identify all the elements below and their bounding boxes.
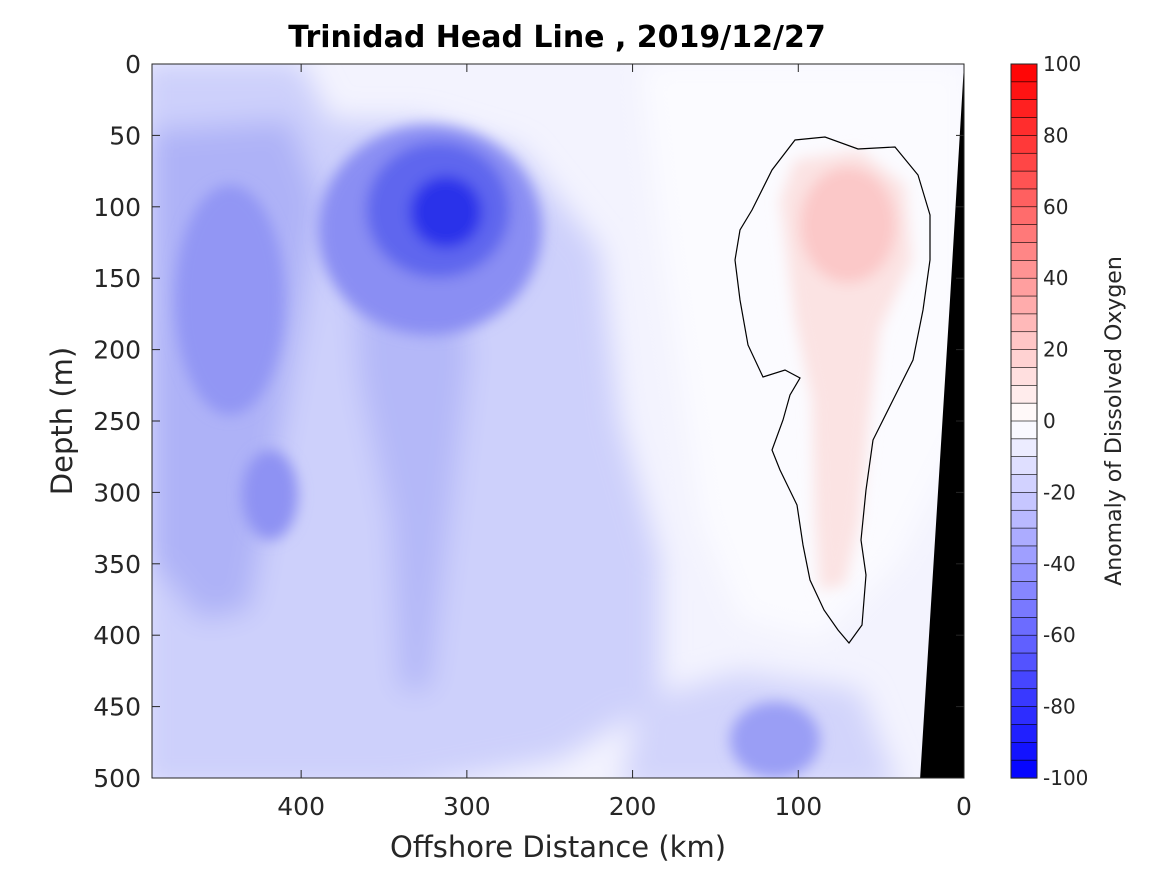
colorbar-tick-label: -20 — [1043, 480, 1076, 504]
colorbar-tick-label: 20 — [1043, 338, 1068, 362]
y-tick-label: 500 — [93, 764, 141, 793]
colorbar-level — [1010, 367, 1038, 386]
colorbar-level — [1010, 242, 1038, 261]
mid-low-region-2 — [350, 230, 470, 690]
colorbar-tick-label: -40 — [1043, 552, 1076, 576]
x-tick-label: 0 — [956, 792, 972, 821]
x-tick-label: 400 — [277, 792, 325, 821]
colorbar-tick-label: -60 — [1043, 623, 1076, 647]
colorbar-level — [1010, 277, 1038, 297]
colorbar-level — [1010, 295, 1038, 315]
colorbar-ticks: 100 80 60 40 20 0 -20 -40 -60 -80 -100 — [1043, 52, 1088, 790]
colorbar-label: Anomaly of Dissolved Oxygen — [1102, 256, 1127, 586]
colorbar-tick-label: -80 — [1043, 695, 1076, 719]
colorbar-level — [1010, 313, 1038, 333]
colorbar-level — [1010, 260, 1038, 279]
colorbar-tick-label: 100 — [1043, 52, 1081, 76]
colorbar-level — [1010, 474, 1038, 493]
colorbar-tick-label: 80 — [1043, 123, 1068, 147]
x-tick-label: 200 — [609, 792, 657, 821]
colorbar-level — [1010, 420, 1038, 440]
chart-title: Trinidad Head Line , 2019/12/27 — [288, 20, 825, 55]
colorbar-level — [1010, 581, 1038, 601]
colorbar-level — [1010, 349, 1038, 369]
colorbar-level — [1010, 724, 1038, 743]
colorbar-level — [1010, 617, 1038, 636]
y-tick-label: 450 — [93, 693, 141, 722]
y-tick-label: 0 — [125, 50, 141, 79]
colorbar-level — [1010, 652, 1038, 672]
colorbar-level — [1010, 634, 1038, 654]
colorbar-level — [1010, 670, 1038, 690]
main-low-core — [410, 176, 482, 248]
colorbar-tick-label: 0 — [1043, 409, 1056, 433]
colorbar-level — [1010, 545, 1038, 565]
colorbar-level — [1010, 741, 1038, 761]
colorbar-level — [1010, 706, 1038, 726]
colorbar-level — [1010, 188, 1038, 208]
colorbar-level — [1010, 563, 1038, 583]
x-tick-label: 300 — [443, 792, 491, 821]
west-low-core — [175, 185, 285, 415]
colorbar-level — [1010, 456, 1038, 476]
colorbar-tick-label: 60 — [1043, 195, 1068, 219]
colorbar-level — [1010, 224, 1038, 244]
bathymetry-shelf — [920, 64, 964, 778]
colorbar-level — [1010, 117, 1038, 137]
zero-contour — [734, 136, 931, 644]
colorbar-level — [1010, 759, 1038, 779]
colorbar-frame — [1010, 63, 1038, 779]
colorbar-level — [1010, 438, 1038, 458]
colorbar-tick-label: -100 — [1043, 766, 1088, 790]
colorbar-level — [1010, 81, 1038, 101]
y-tick-label: 300 — [93, 478, 141, 507]
y-tick-label: 100 — [93, 193, 141, 222]
y-tick-label: 50 — [109, 121, 141, 150]
colorbar-level — [1010, 170, 1038, 190]
x-tick-label: 100 — [774, 792, 822, 821]
colorbar-level — [1010, 331, 1038, 351]
west-low-core-2 — [242, 450, 298, 540]
colorbar-level — [1010, 492, 1038, 511]
y-tick-label: 350 — [93, 550, 141, 579]
colorbar-level — [1010, 509, 1038, 529]
y-axis: 0 50 100 150 200 250 300 350 400 450 500 — [93, 50, 964, 793]
x-axis: 400 300 200 100 0 — [277, 64, 972, 821]
colorbar-tick-label: 40 — [1043, 266, 1068, 290]
colorbar-level — [1010, 688, 1038, 708]
y-tick-label: 250 — [93, 407, 141, 436]
y-tick-label: 200 — [93, 336, 141, 365]
colorbar-level — [1010, 599, 1038, 618]
colorbar-level — [1010, 135, 1038, 154]
deep-low-core — [730, 702, 820, 778]
colorbar-level — [1010, 63, 1038, 83]
colorbar-level — [1010, 384, 1038, 404]
x-axis-label: Offshore Distance (km) — [390, 830, 726, 864]
colorbar-level — [1010, 99, 1038, 119]
colorbar-level — [1010, 527, 1038, 547]
y-tick-label: 400 — [93, 621, 141, 650]
high-anomaly-core — [800, 167, 896, 283]
y-tick-label: 150 — [93, 264, 141, 293]
colorbar-level — [1010, 402, 1038, 422]
colorbar — [1010, 63, 1038, 779]
colorbar-level — [1010, 152, 1038, 172]
y-axis-label: Depth (m) — [45, 347, 79, 495]
colorbar-level — [1010, 206, 1038, 226]
contour-field — [152, 64, 964, 778]
